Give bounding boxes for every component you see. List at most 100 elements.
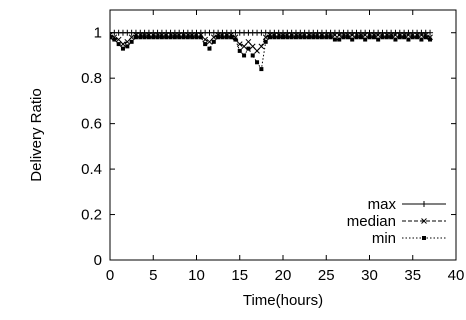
x-axis: 0 5 10 15 20 25 30 35 40 [106,10,465,284]
data-point-min [345,35,350,40]
data-point-min [164,35,169,40]
legend-label-min: min [372,230,396,247]
data-point-min [319,35,324,40]
y-tick-label: 0.4 [81,161,102,178]
data-point-min [276,35,281,40]
data-point-median [206,38,213,45]
data-point-min [110,35,112,40]
data-point-min [371,35,376,40]
data-point-min [259,67,264,72]
y-axis-label: Delivery Ratio [28,88,45,181]
data-point-min [315,35,320,40]
y-tick-label: 0.2 [81,207,102,224]
data-point-min [384,35,389,40]
data-point-min [272,35,277,40]
x-tick-label: 15 [231,267,248,284]
data-point-min [341,35,346,40]
series-min [110,35,433,72]
data-point-min [246,46,251,51]
data-point-min [380,35,385,40]
data-point-min [159,35,164,40]
data-point-min [172,35,177,40]
data-point-min [263,39,268,44]
data-point-min [293,35,298,40]
data-point-min [185,35,190,40]
data-point-min [242,53,247,58]
data-point-min [354,35,359,40]
data-point-min [281,35,285,40]
x-axis-label: Time(hours) [243,292,323,309]
data-point-min [190,35,195,40]
data-point-min [311,35,316,40]
y-axis: 0 0.2 0.4 0.6 0.8 1 [81,25,456,269]
data-point-min [181,35,186,40]
data-point-min [216,35,221,40]
series-line-min [110,36,431,71]
data-point-min [220,35,225,40]
data-point-min [155,35,160,40]
legend-marker-min [422,236,426,240]
data-point-min [177,35,182,40]
data-point-min [393,37,398,42]
data-point-median [249,43,256,50]
data-point-min [406,37,411,42]
data-point-min [332,37,337,42]
data-point-min [350,37,355,42]
data-point-median [262,34,269,41]
data-point-min [306,35,311,40]
data-point-min [328,35,333,40]
data-point-min [289,35,294,40]
data-point-min [376,37,381,42]
data-point-min [285,35,290,40]
x-tick-label: 10 [188,267,205,284]
data-point-median [128,34,135,41]
legend-label-max: max [368,196,397,213]
data-point-min [337,37,342,42]
data-point-min [268,35,273,40]
data-point-min [302,35,307,40]
data-point-min [224,35,229,40]
data-point-min [428,37,433,42]
data-point-min [203,42,208,47]
x-tick-label: 40 [448,267,465,284]
data-point-min [298,35,303,40]
x-tick-label: 25 [318,267,335,284]
legend-label-median: median [347,213,396,230]
data-point-min [146,35,151,40]
plot-area [110,29,434,72]
data-point-min [363,37,368,42]
data-point-min [138,35,143,40]
data-point-median [236,41,243,47]
data-point-min [233,37,238,42]
data-point-median [202,36,209,43]
plot-frame [109,9,457,261]
series-line-median [110,34,431,52]
data-point-min [133,35,138,40]
y-tick-label: 0 [94,252,102,269]
data-point-median [258,43,265,50]
data-point-median [115,36,122,43]
data-point-min [358,35,363,40]
x-tick-label: 30 [361,267,378,284]
data-point-median [124,38,131,45]
data-point-min [151,35,156,40]
data-point-median [405,32,412,38]
data-point-min [229,35,234,40]
data-point-median [362,32,369,38]
data-point-min [125,44,130,49]
data-point-median [418,32,425,38]
x-tick-label: 5 [149,267,157,284]
data-point-median [332,32,338,38]
data-point-median [392,32,399,38]
data-point-median [254,48,260,54]
x-tick-label: 20 [275,267,292,284]
data-point-min [389,35,394,40]
data-point-min [423,35,428,40]
data-point-min [410,35,415,40]
legend-marker-median [421,218,427,224]
data-point-min [255,60,260,65]
data-point-min [116,42,121,47]
data-point-median [336,32,343,38]
